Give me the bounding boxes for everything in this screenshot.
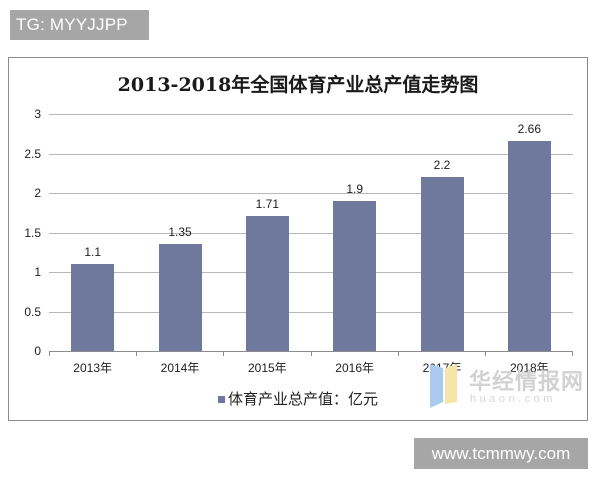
y-tick-label: 0.5: [24, 304, 41, 319]
y-tick-label: 2.5: [24, 146, 41, 161]
site-url-badge: www.tcmmwy.com: [414, 438, 588, 469]
x-tick-label: 2016年: [335, 361, 374, 375]
bar-value-label: 1.9: [346, 181, 363, 196]
chart-container: 2013-2018年全国体育产业总产值走势图 0 0.5 1 1.5 2 2.5…: [8, 57, 588, 421]
bar: [420, 177, 464, 351]
bar-value-label: 2.66: [517, 121, 541, 136]
x-tick: [572, 351, 573, 356]
chart-legend: 体育产业总产值：亿元: [9, 388, 587, 409]
x-tick: [49, 351, 50, 356]
bar: [333, 200, 377, 351]
x-tick-label: 2018年: [509, 361, 549, 375]
legend-swatch-icon: [217, 395, 225, 403]
gridline-2.5: [49, 153, 573, 155]
gridline-1.5: [49, 232, 573, 234]
bar-value-label: 1.35: [168, 225, 192, 240]
bar: [158, 244, 202, 351]
watermark-subtext: huaon.com: [470, 393, 556, 405]
gridline-1: [49, 272, 573, 273]
gridline-2: [49, 193, 573, 194]
plot-area: 0 0.5 1 1.5 2 2.5 3 1.1 2013年 1.35 2014年 1.7…: [24, 107, 573, 375]
tg-watermark-badge: TG: MYYJJPP: [10, 10, 149, 40]
x-tick: [398, 351, 399, 356]
bar: [71, 264, 115, 351]
y-tick-label: 2: [34, 186, 41, 200]
x-tick: [311, 351, 312, 356]
y-tick-label: 3: [34, 107, 41, 121]
bar: [507, 140, 551, 351]
legend-label: 体育产业总产值：亿元: [227, 391, 378, 408]
gridline-0.5: [49, 311, 573, 313]
y-tick-label: 0: [34, 344, 41, 358]
x-tick: [136, 351, 137, 356]
x-tick-label: 2013年: [73, 361, 112, 375]
bar-value-label: 1.1: [84, 245, 101, 260]
y-tick-label: 1: [34, 265, 41, 279]
bar: [245, 215, 289, 351]
x-tick-label: 2014年: [160, 361, 200, 375]
bar-value-label: 2.2: [433, 158, 451, 173]
x-tick-label: 2015年: [247, 361, 287, 375]
x-tick: [485, 351, 486, 356]
y-tick-label: 1.5: [24, 225, 41, 240]
x-tick: [223, 351, 224, 356]
gridline-3: [49, 114, 573, 115]
watermark-text: 华经情报网: [469, 369, 585, 394]
bar-value-label: 1.71: [255, 196, 279, 211]
chart-title: 2013-2018年全国体育产业总产值走势图: [117, 74, 479, 96]
huaon-logo-icon: [430, 364, 457, 408]
